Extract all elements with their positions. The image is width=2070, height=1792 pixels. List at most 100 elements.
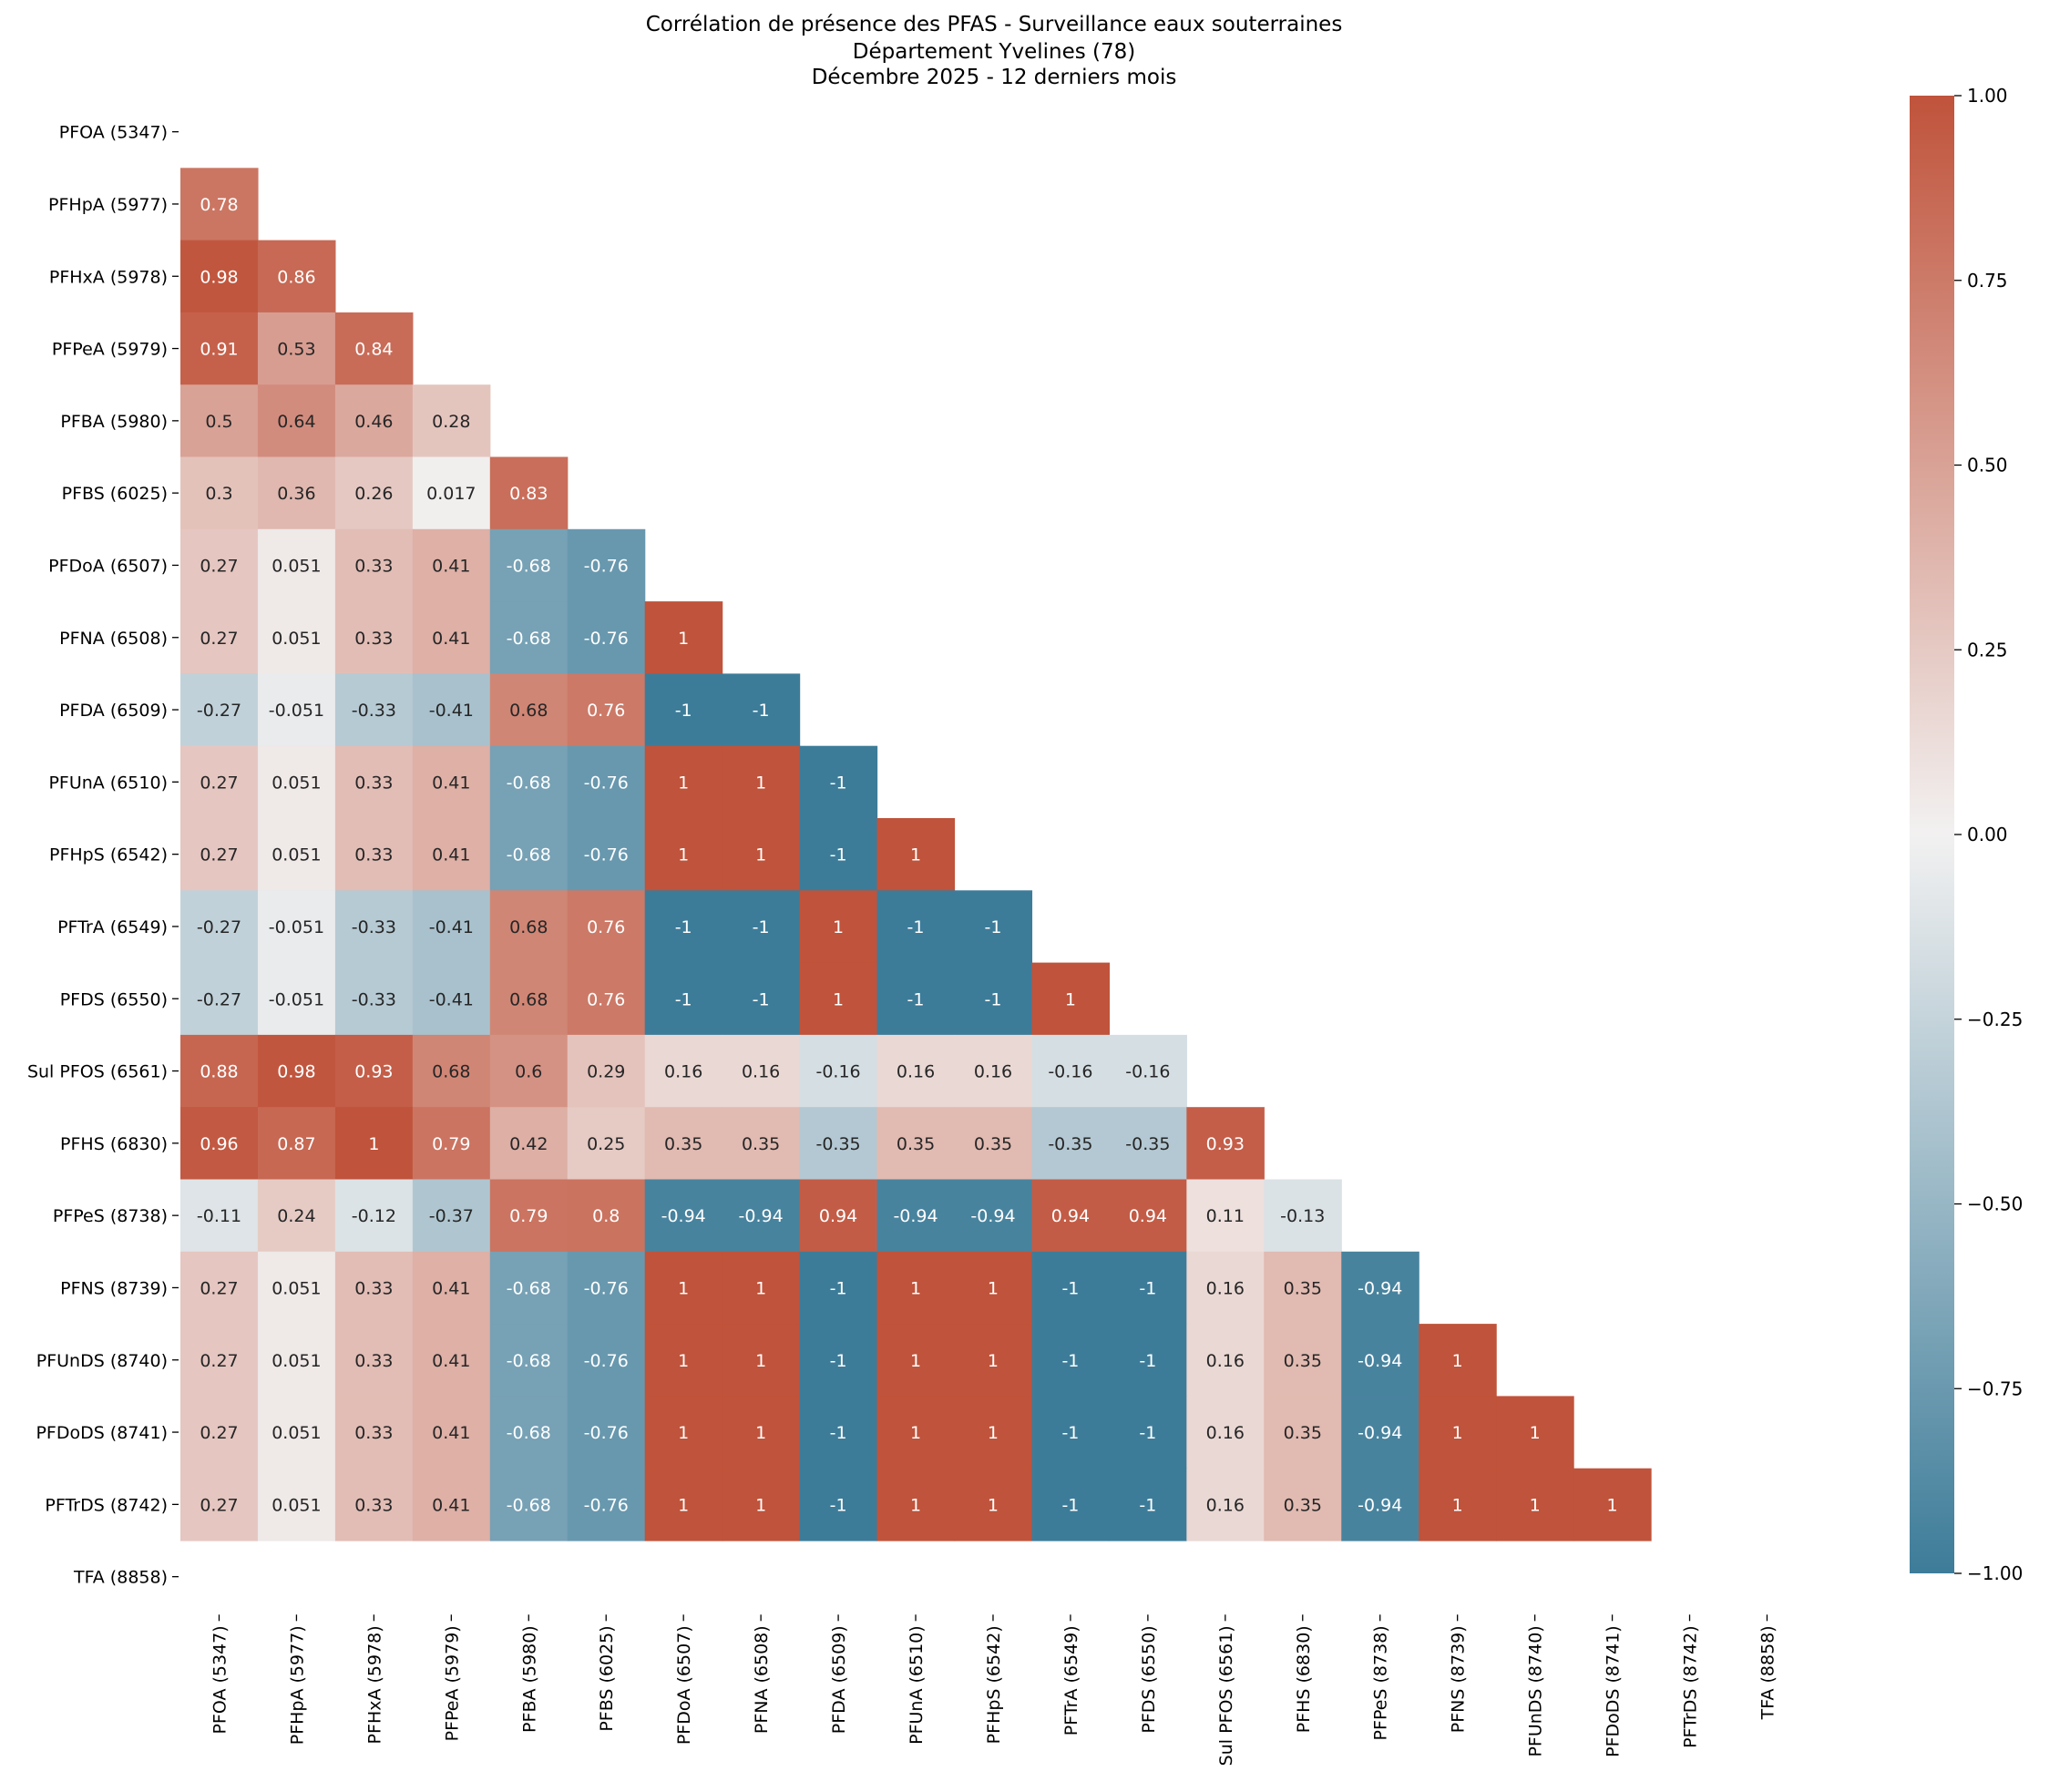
heatmap-cells: 0.78 0.98 0.86 0.91 0.53 0.84 0.5 0.64 0.46 0.28 0… — [180, 168, 1652, 1541]
heatmap-cell — [334, 818, 414, 891]
heatmap-cell — [799, 962, 878, 1036]
cell-value-label: -0.68 — [507, 845, 551, 865]
cell-value-label: 0.35 — [897, 1134, 935, 1154]
heatmap-cell — [954, 962, 1033, 1036]
heatmap-cell — [1109, 1324, 1187, 1397]
cell-value-label: 1 — [755, 1278, 766, 1298]
cell-value-label: -0.68 — [507, 773, 551, 793]
cell-value-label: 0.051 — [272, 629, 321, 649]
cell-value-label: -0.27 — [197, 989, 241, 1009]
cell-value-label: 0.68 — [509, 989, 548, 1009]
colorbar-tick-label: 0.25 — [1967, 639, 2008, 660]
x-tick-label: PFOA (5347) — [210, 1625, 230, 1734]
cell-value-label: 1 — [678, 773, 689, 793]
heatmap-cell — [334, 1107, 414, 1181]
heatmap-cell — [799, 745, 878, 819]
cell-value-label: 1 — [833, 917, 844, 937]
heatmap-cell — [489, 1034, 569, 1108]
cell-value-label: 0.84 — [354, 340, 393, 360]
heatmap-cell — [334, 745, 414, 819]
cell-value-label: 0.35 — [1284, 1351, 1322, 1371]
cell-value-label: 1 — [678, 629, 689, 649]
cell-value-label: 1 — [678, 1351, 689, 1371]
cell-value-label: -0.76 — [584, 1351, 629, 1371]
heatmap-cell — [412, 1179, 491, 1253]
cell-value-label: -0.41 — [429, 917, 474, 937]
heatmap-cell — [644, 601, 723, 674]
heatmap-cell — [489, 1468, 569, 1541]
heatmap-cell — [1186, 1179, 1265, 1253]
heatmap-cell — [876, 962, 956, 1036]
colorbar-tick-label: 0.50 — [1967, 455, 2008, 476]
heatmap-cell — [567, 1251, 646, 1325]
x-tick-label: PFDA (6509) — [829, 1625, 849, 1734]
cell-value-label: -0.94 — [1358, 1495, 1402, 1515]
heatmap-cell — [257, 673, 336, 747]
cell-value-label: 0.88 — [200, 1062, 238, 1082]
heatmap-cell — [412, 818, 491, 891]
heatmap-cell — [1264, 1179, 1342, 1253]
cell-value-label: 1 — [910, 1278, 921, 1298]
heatmap-cell — [644, 962, 723, 1036]
cell-value-label: 0.33 — [354, 773, 393, 793]
heatmap-cell — [876, 890, 956, 964]
cell-value-label: 0.78 — [200, 195, 238, 215]
x-tick-label: PFPeS (8738) — [1371, 1625, 1391, 1740]
heatmap-cell — [567, 890, 646, 964]
cell-value-label: 0.76 — [587, 917, 625, 937]
cell-value-label: 0.33 — [354, 845, 393, 865]
x-tick-label: PFHpS (6542) — [984, 1625, 1004, 1744]
y-tick-label: PFTrDS (8742) — [45, 1495, 168, 1515]
cell-value-label: 0.41 — [432, 1423, 470, 1443]
x-tick-label: PFUnA (6510) — [907, 1625, 927, 1745]
cell-value-label: 0.94 — [1051, 1206, 1090, 1226]
heatmap-cell — [644, 1034, 723, 1108]
heatmap-cell — [567, 601, 646, 674]
x-tick-label: TFA (8858) — [1757, 1625, 1778, 1720]
cell-value-label: 0.25 — [587, 1134, 625, 1154]
heatmap-cell — [954, 1396, 1033, 1469]
heatmap-cell — [412, 601, 491, 674]
cell-value-label: 1 — [368, 1134, 379, 1154]
cell-value-label: -0.76 — [584, 556, 629, 576]
heatmap-cell — [257, 890, 336, 964]
heatmap-cell — [489, 962, 569, 1036]
heatmap-cell — [799, 1107, 878, 1181]
cell-value-label: -0.76 — [584, 845, 629, 865]
colorbar-tick-label: −0.50 — [1967, 1193, 2023, 1215]
cell-value-label: 0.051 — [272, 556, 321, 576]
y-axis: PFOA (5347) PFHpA (5977) PFHxA (5978) PFPeA… — [27, 123, 179, 1588]
x-tick-label: PFBA (5980) — [519, 1625, 539, 1733]
x-tick-label: PFNA (6508) — [752, 1625, 772, 1734]
heatmap-cell — [799, 818, 878, 891]
cell-value-label: 0.68 — [432, 1062, 470, 1082]
x-tick-label: PFTrDS (8742) — [1681, 1625, 1701, 1748]
cell-value-label: 1 — [678, 845, 689, 865]
heatmap-cell — [954, 1034, 1033, 1108]
cell-value-label: -0.76 — [584, 629, 629, 649]
cell-value-label: 1 — [755, 773, 766, 793]
cell-value-label: -0.33 — [352, 701, 396, 721]
heatmap-cell — [489, 1107, 569, 1181]
x-tick-label: PFDoDS (8741) — [1604, 1625, 1624, 1757]
heatmap-cell — [334, 1251, 414, 1325]
cell-value-label: -0.94 — [1358, 1278, 1402, 1298]
cell-value-label: 0.33 — [354, 1495, 393, 1515]
cell-value-label: -1 — [830, 773, 847, 793]
cell-value-label: 1 — [1065, 989, 1076, 1009]
cell-value-label: 0.27 — [200, 1351, 238, 1371]
cell-value-label: 0.35 — [1284, 1423, 1322, 1443]
heatmap-cell — [257, 456, 336, 530]
cell-value-label: -0.68 — [507, 1351, 551, 1371]
heatmap-cell — [954, 1251, 1033, 1325]
heatmap-cell — [257, 240, 336, 313]
heatmap-cell — [412, 890, 491, 964]
heatmap-cell — [334, 1468, 414, 1541]
heatmap-cell — [180, 312, 259, 385]
cell-value-label: -0.16 — [1125, 1062, 1170, 1082]
cell-value-label: 0.41 — [432, 1278, 470, 1298]
cell-value-label: -0.76 — [584, 1423, 629, 1443]
cell-value-label: -1 — [830, 1278, 847, 1298]
heatmap-cell — [1186, 1324, 1265, 1397]
chart-title: Corrélation de présence des PFAS - Surve… — [646, 13, 1343, 89]
